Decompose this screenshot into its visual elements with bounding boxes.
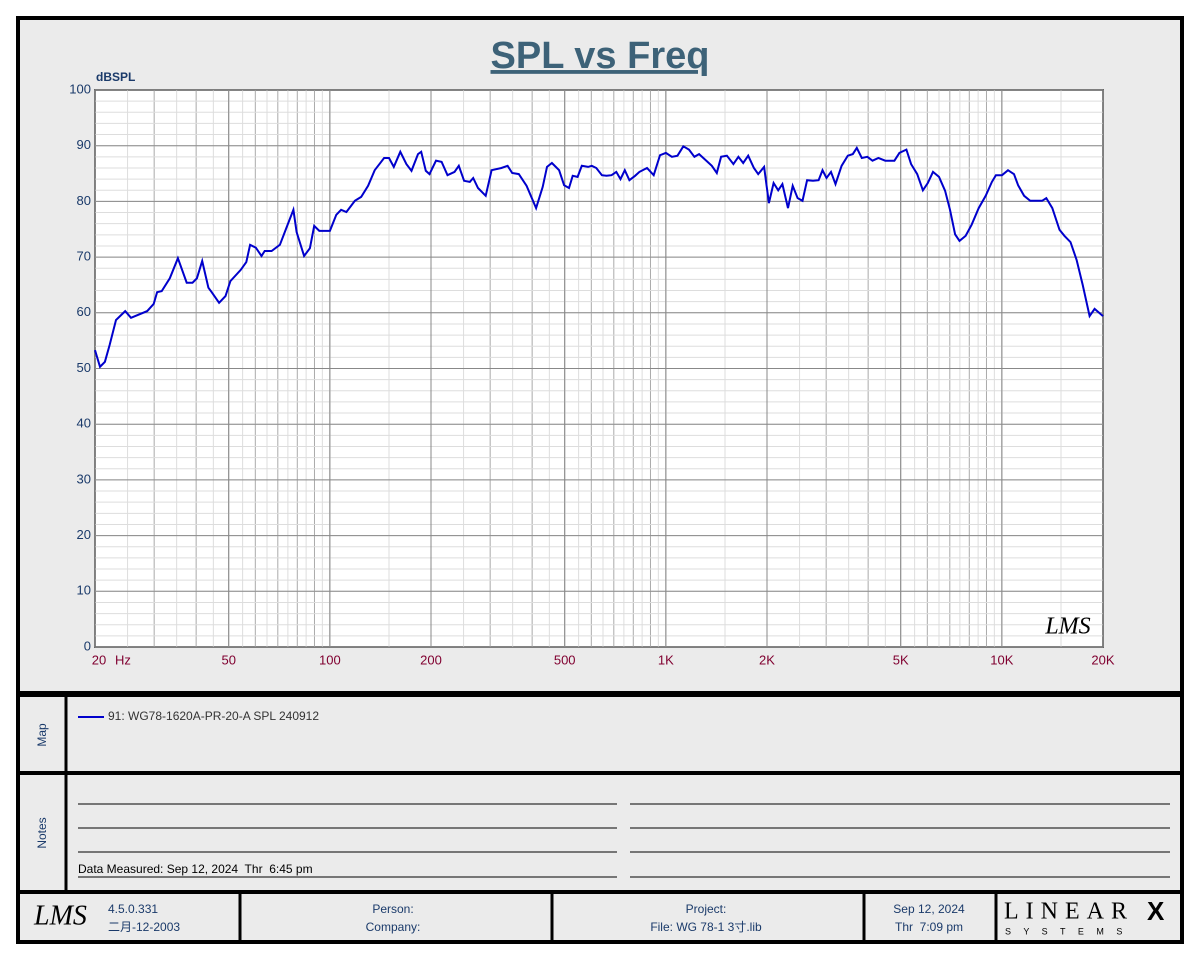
brand-sub: S Y S T E M S [1005,926,1127,936]
build-date: 二月-12-2003 [108,920,180,934]
brand-x: X [1147,896,1165,926]
watermark: LMS [1044,614,1090,640]
legend-label: 91: WG78-1620A-PR-20-A SPL 240912 [108,709,319,723]
y-tick-label: 60 [77,304,91,319]
measured-note: Data Measured: Sep 12, 2024 Thr 6:45 pm [78,862,313,876]
y-tick-label: 30 [77,471,91,486]
brand: LINEAR [1004,899,1134,925]
series-line [94,144,1104,369]
y-tick-label: 20 [77,527,91,542]
y-tick-label: 50 [77,360,91,375]
x-tick-label: 200 [420,652,442,667]
x-tick-label: 500 [554,652,576,667]
project: Project: [686,902,727,916]
notes-label: Notes [35,817,49,848]
x-unit: Hz [115,652,131,667]
footer-panel [16,890,1184,944]
x-tick-label: 1K [658,652,674,667]
x-tick-label: 100 [319,652,341,667]
chart-title: SPL vs Freq [491,35,710,77]
map-panel [16,693,1184,775]
y-tick-label: 70 [77,249,91,264]
time: Thr 7:09 pm [895,920,963,934]
footer-logo: LMS [33,900,87,931]
y-tick-label: 90 [77,137,91,152]
y-tick-label: 0 [84,638,91,653]
note-lines [78,803,1170,878]
x-tick-label: 5K [893,652,909,667]
x-tick-label: 20K [1091,652,1114,667]
file: File: WG 78-1 3寸.lib [650,920,762,934]
notes-panel [16,771,1184,894]
grid [94,89,1104,648]
x-tick-label: 2K [759,652,775,667]
y-tick-label: 10 [77,583,91,598]
y-tick-label: 40 [77,416,91,431]
y-axis-label: dBSPL [96,70,135,84]
y-tick-label: 80 [77,193,91,208]
x-tick-label: 50 [221,652,235,667]
version: 4.5.0.331 [108,902,158,916]
company: Company: [366,920,421,934]
person: Person: [372,902,413,916]
map-label: Map [35,723,49,747]
x-tick-label: 10K [990,652,1013,667]
y-tick-label: 100 [69,81,91,96]
date: Sep 12, 2024 [893,902,965,916]
x-tick-label: 20 [92,652,106,667]
